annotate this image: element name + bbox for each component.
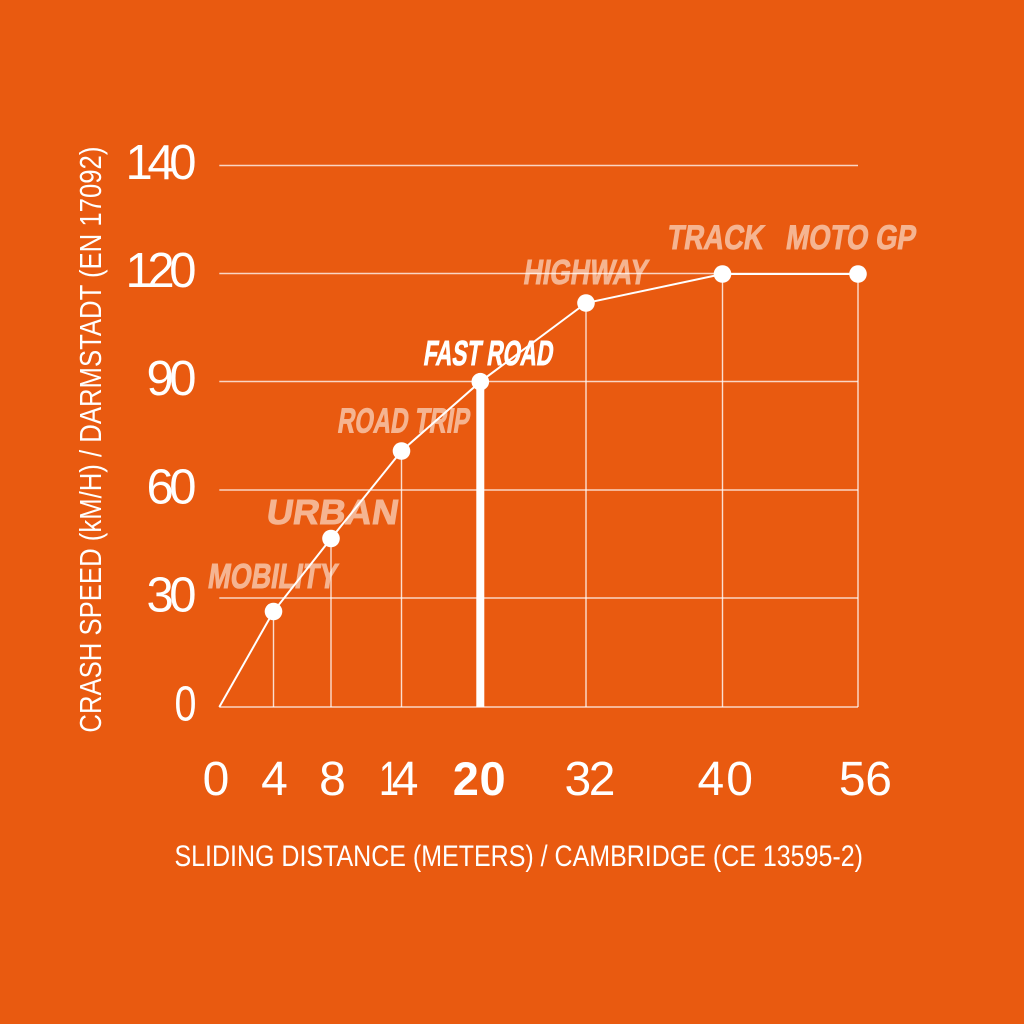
svg-text:56: 56 (839, 753, 892, 806)
svg-text:MOBILITY: MOBILITY (206, 557, 341, 596)
svg-text:30: 30 (147, 569, 197, 623)
svg-text:HIGHWAY: HIGHWAY (521, 253, 651, 292)
svg-text:SLIDING DISTANCE (METERS) / CA: SLIDING DISTANCE (METERS) / CAMBRIDGE (C… (174, 841, 863, 873)
svg-text:90: 90 (147, 352, 197, 406)
svg-text:120: 120 (126, 244, 197, 298)
svg-text:0: 0 (203, 753, 230, 806)
svg-text:140: 140 (126, 136, 197, 190)
svg-text:8: 8 (319, 753, 346, 806)
svg-text:0: 0 (175, 678, 197, 732)
svg-text:60: 60 (147, 461, 197, 515)
svg-text:URBAN: URBAN (264, 493, 402, 532)
svg-text:4: 4 (261, 753, 288, 806)
svg-text:32: 32 (565, 753, 616, 806)
svg-text:4: 4 (392, 753, 419, 806)
svg-text:20: 20 (453, 752, 506, 805)
svg-text:TRACK: TRACK (665, 219, 767, 257)
svg-text:MOTO GP: MOTO GP (784, 219, 920, 257)
svg-text:CRASH SPEED (kM/H) / DARMSTADT: CRASH SPEED (kM/H) / DARMSTADT (EN 17092… (73, 147, 108, 733)
svg-text:1: 1 (379, 753, 399, 806)
